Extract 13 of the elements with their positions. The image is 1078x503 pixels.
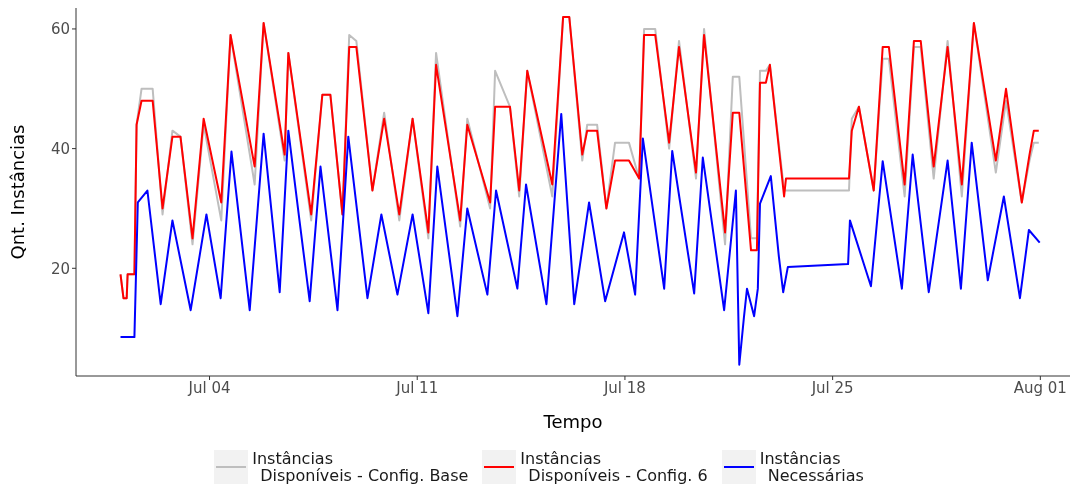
x-tick-label: Aug 01 bbox=[1013, 378, 1067, 397]
y-axis-title: Qnt. Instâncias bbox=[7, 124, 29, 260]
x-tick-label: Jul 04 bbox=[187, 378, 231, 397]
y-tick-label: 20 bbox=[50, 259, 70, 278]
x-tick-label: Jul 18 bbox=[602, 378, 646, 397]
x-tick-label: Jul 11 bbox=[395, 378, 439, 397]
legend-label: Instâncias Disponíveis - Config. 6 bbox=[520, 449, 708, 485]
x-tick-label: Jul 25 bbox=[810, 378, 854, 397]
legend-label: Instâncias Necessárias bbox=[759, 449, 864, 485]
x-axis-title: Tempo bbox=[542, 411, 603, 432]
y-tick-label: 60 bbox=[50, 20, 70, 39]
y-tick-label: 40 bbox=[50, 139, 70, 158]
legend-label: Instâncias Disponíveis - Config. Base bbox=[252, 449, 469, 485]
